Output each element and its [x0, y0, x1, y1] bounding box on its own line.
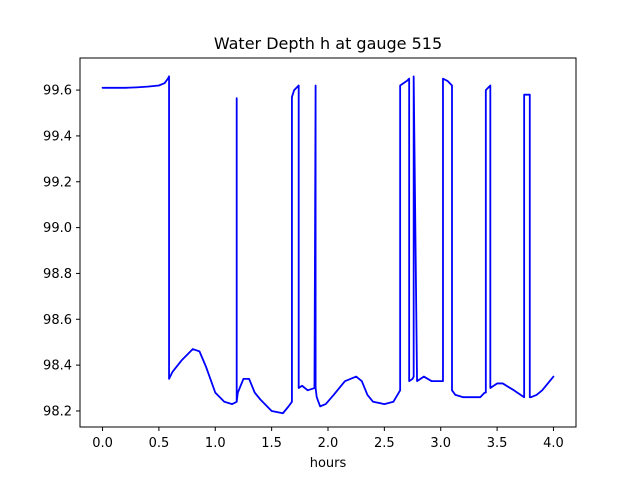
y-tick-label: 98.4	[43, 359, 72, 374]
x-tick-label: 2.0	[318, 436, 339, 451]
x-tick-label: 1.0	[205, 436, 226, 451]
x-tick-label: 1.5	[261, 436, 282, 451]
y-tick-label: 98.6	[43, 313, 72, 328]
plot-frame	[79, 57, 577, 428]
x-tick-label: 0.5	[149, 436, 170, 451]
x-tick-label: 0.0	[92, 436, 113, 451]
x-axis-label: hours	[310, 456, 347, 471]
plot-area	[80, 58, 576, 427]
x-tick-label: 2.5	[374, 436, 395, 451]
y-axis-ticks: 98.2 98.4 98.6 98.8 99.0 99.2 99.4 99.6	[43, 84, 80, 419]
y-tick-label: 98.8	[43, 267, 72, 282]
y-tick-label: 99.4	[43, 129, 72, 144]
chart-title: Water Depth h at gauge 515	[214, 34, 442, 53]
plot-background	[80, 58, 576, 427]
water-depth-line	[101, 75, 555, 415]
y-tick-label: 99.2	[43, 175, 72, 190]
x-tick-label: 3.0	[430, 436, 451, 451]
x-axis-ticks: 0.0 0.5 1.0 1.5 2.0 2.5 3.0 3.5 4.0	[92, 427, 564, 451]
y-tick-label: 99.0	[43, 221, 72, 236]
y-tick-label: 99.6	[43, 84, 72, 99]
x-tick-label: 4.0	[543, 436, 564, 451]
x-tick-label: 3.5	[487, 436, 508, 451]
y-tick-label: 98.2	[43, 404, 72, 419]
